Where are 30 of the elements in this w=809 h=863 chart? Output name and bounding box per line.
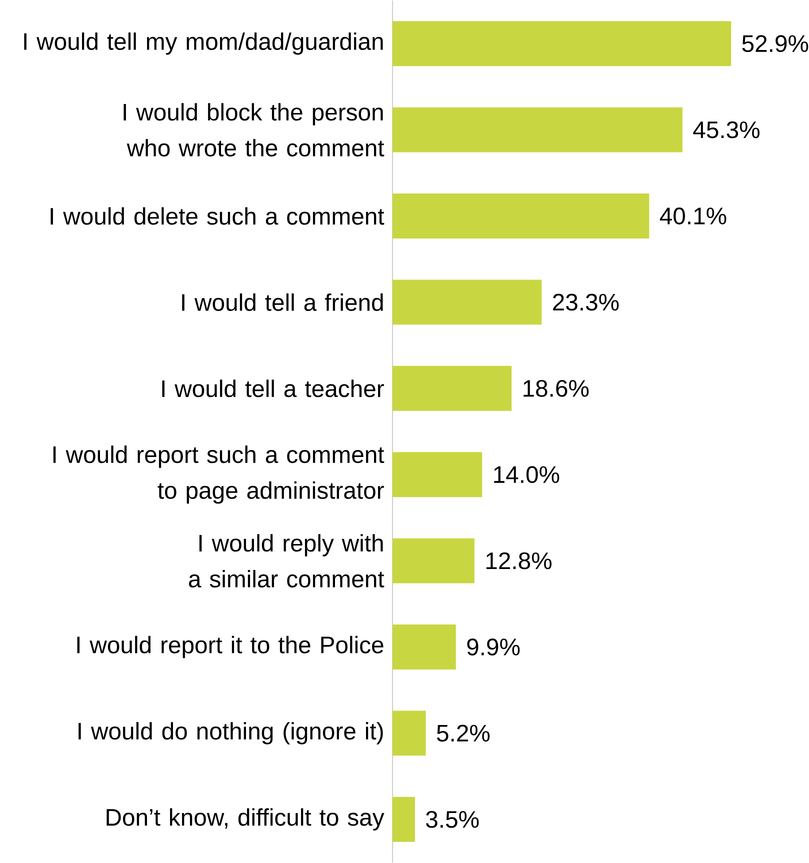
bar — [392, 280, 542, 325]
bar — [392, 452, 482, 498]
y-tick-label: I would report it to the Police — [77, 636, 384, 658]
y-tick-label: I would tell a friend — [182, 293, 383, 311]
bar — [392, 107, 682, 152]
y-tick-label: Don’t know, difficult to say — [106, 808, 384, 831]
bar — [392, 710, 426, 756]
data-label: 23.3% — [553, 294, 619, 311]
bar — [392, 796, 415, 842]
data-label: 12.8% — [486, 552, 552, 570]
bar — [392, 624, 456, 670]
bar — [392, 21, 732, 66]
y-tick-label: I would block the person who wrote the comment — [124, 103, 384, 156]
data-label: 3.5% — [426, 810, 479, 828]
bar — [392, 366, 512, 411]
data-label: 5.2% — [436, 724, 490, 742]
y-tick-label: I would delete such a comment — [50, 207, 384, 225]
data-label: 18.6% — [524, 380, 589, 397]
y-tick-label: I would reply with a similar comment — [188, 534, 384, 588]
y-tick-label: I would report such a comment to page administrator — [53, 446, 384, 504]
bar — [392, 538, 474, 584]
data-label: 9.9% — [467, 638, 520, 656]
bar — [392, 194, 650, 238]
data-label: 14.0% — [494, 466, 560, 484]
y-tick-label: I would do nothing (ignore it) — [78, 722, 383, 744]
y-tick-label: I would tell a teacher — [162, 380, 384, 398]
y-tick-label: I would tell my mom/dad/guardian — [24, 32, 383, 55]
data-label: 40.1% — [660, 208, 726, 224]
data-label: 52.9% — [742, 35, 808, 52]
data-label: 45.3% — [693, 121, 760, 138]
